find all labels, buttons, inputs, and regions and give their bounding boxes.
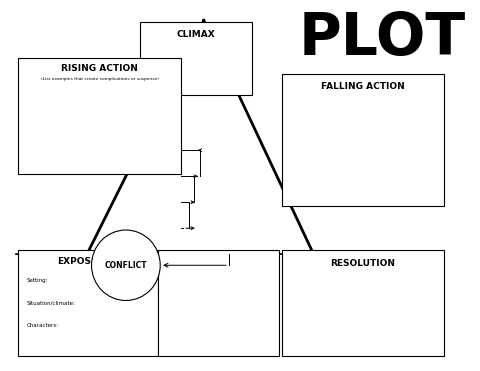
Ellipse shape	[92, 230, 160, 301]
Text: FALLING ACTION: FALLING ACTION	[321, 82, 405, 91]
Bar	[18, 58, 181, 174]
Text: CLIMAX: CLIMAX	[176, 30, 215, 39]
Bar	[281, 250, 444, 356]
Text: RISING ACTION: RISING ACTION	[61, 64, 138, 73]
Bar	[140, 22, 252, 95]
Bar	[281, 74, 444, 206]
Bar	[158, 250, 279, 356]
Text: Situation/climate:: Situation/climate:	[26, 301, 75, 305]
Text: Characters:: Characters:	[26, 323, 59, 328]
Text: EXPOSITION: EXPOSITION	[57, 257, 120, 266]
Text: RESOLUTION: RESOLUTION	[330, 259, 395, 267]
Text: PLOT: PLOT	[299, 10, 466, 68]
Text: (List examples that create complications or suspense): (List examples that create complications…	[41, 77, 158, 81]
Text: CONFLICT: CONFLICT	[105, 261, 147, 270]
Bar	[18, 250, 158, 356]
Text: Setting:: Setting:	[26, 278, 48, 283]
